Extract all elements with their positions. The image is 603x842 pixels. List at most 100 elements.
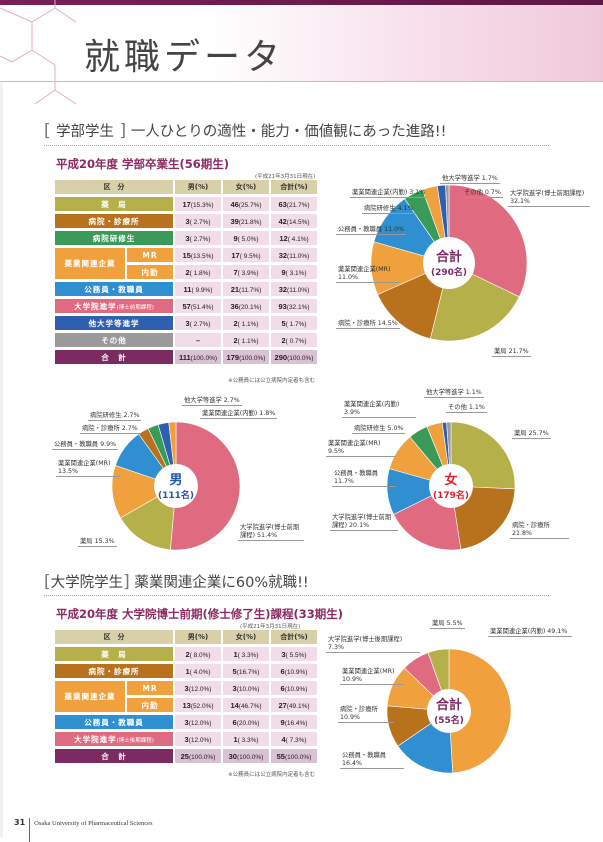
pie-slice-label: 大学院進学(博士後期課程) 7.3% — [326, 636, 420, 654]
count: 3 — [184, 734, 189, 744]
male-count: 3( 2.7%) — [175, 231, 221, 245]
table-row: 病院・診療所 1( 4.0%) 5(16.7%) 6(10.9%) — [55, 664, 317, 678]
female-count: 21(11.7%) — [223, 282, 269, 296]
count: 9 — [233, 233, 238, 243]
male-count: 15(13.5%) — [175, 248, 221, 262]
female-count: 6(20.0%) — [223, 715, 269, 729]
percent: ( 1.1%) — [237, 320, 259, 328]
pie-slice — [448, 648, 512, 774]
pie-slice-label: 他大学等進学 2.7% — [182, 397, 242, 407]
count: 3 — [185, 318, 190, 328]
count: 2 — [233, 335, 238, 345]
count: 6 — [280, 683, 285, 693]
female-count: 1( 3.3%) — [223, 732, 269, 746]
male-count: 2( 1.8%) — [175, 265, 221, 279]
category-label: 合 計 — [55, 350, 173, 364]
percent: ( 9.9%) — [191, 286, 213, 294]
category-label: 病院・診療所 — [55, 214, 173, 228]
count: 3 — [184, 683, 189, 693]
table-row: 内勤 13(52.0%) 14(46.7%) 27(49.1%) — [55, 698, 317, 712]
section-label: 大学院学生 — [50, 575, 124, 591]
count: 2 — [233, 318, 238, 328]
pie-slice-label: 公務員・教職員 11.7% — [332, 470, 396, 488]
category-name: 薬 局 — [101, 649, 127, 659]
category-name: その他 — [101, 335, 127, 345]
male-count: – — [175, 333, 221, 347]
pie-center-title: 女 — [444, 472, 457, 488]
pie-center-title: 合計 — [436, 249, 462, 265]
page-edge — [0, 82, 3, 838]
category-name: 病院・診療所 — [88, 666, 140, 676]
pie-slice-label: 薬業関連企業(MR) 9.5% — [326, 440, 396, 458]
male-count: 17(15.3%) — [175, 197, 221, 211]
pie-slice-label: 他大学等進学 1.1% — [424, 389, 484, 399]
count: 17 — [231, 250, 240, 260]
count: 11 — [183, 284, 192, 294]
grand-total: 290(100.0%) — [271, 350, 317, 364]
pie-slice-label: 大学院進学(博士前期課程) 20.1% — [330, 514, 398, 532]
molecule-decoration-icon — [0, 0, 77, 105]
category-name: 大学院進学 — [74, 301, 117, 311]
column-header: 区 分 — [55, 180, 173, 194]
female-count: 5(16.7%) — [223, 664, 269, 678]
total-count: 12( 4.1%) — [271, 231, 317, 245]
category-label: 大学院進学(博士後期課程) — [55, 732, 173, 746]
pie-center-hole — [427, 689, 471, 733]
percent: (25.7%) — [238, 201, 262, 209]
female-count: 17( 9.5%) — [223, 248, 269, 262]
category-note: (博士後期課程) — [116, 737, 154, 744]
percent: (10.9%) — [284, 685, 308, 693]
male-total: 25(100.0%) — [175, 749, 221, 763]
grad-employment-table: 区 分男(%) 女(%) 合計(%) 薬 局 2( 8.0%) 1( 3.3%) 3( 5.… — [53, 627, 319, 766]
pie-center-hole — [154, 464, 198, 508]
female-count: 9( 5.0%) — [223, 231, 269, 245]
table-row: 薬 局 17(15.3%) 46(25.7%) 63(21.7%) — [55, 197, 317, 211]
count: 39 — [230, 216, 239, 226]
percent: ( 4.0%) — [189, 668, 211, 676]
pie-slice-label: 公務員・教職員 11.0% — [336, 226, 407, 236]
total-count: 3( 5.5%) — [271, 647, 317, 661]
percent: ( 3.3%) — [237, 651, 259, 659]
pie-center-hole — [423, 237, 475, 289]
total-count: 2( 0.7%) — [271, 333, 317, 347]
male-count: 3(12.0%) — [175, 732, 221, 746]
count: 1 — [233, 734, 238, 744]
count: 30 — [228, 751, 237, 761]
category-name: 病院・診療所 — [88, 216, 140, 226]
percent: (46.7%) — [238, 702, 262, 710]
percent: ( 3.3%) — [237, 736, 259, 744]
grand-total: 55(100.0%) — [271, 749, 317, 763]
percent: (15.3%) — [190, 201, 214, 209]
subcategory-label: MR — [127, 681, 173, 695]
percent: ( 2.7%) — [189, 235, 211, 243]
count: 17 — [182, 199, 191, 209]
percent: (51.4%) — [190, 303, 214, 311]
section-divider — [44, 145, 549, 146]
pie-slice — [111, 465, 177, 519]
table-row: 大学院進学(博士後期課程) 3(12.0%) 1( 3.3%) 4( 7.3%) — [55, 732, 317, 746]
percent: (21.8%) — [238, 218, 262, 226]
header-band — [0, 5, 603, 81]
category-label: 病院・診療所 — [55, 664, 173, 678]
total-count: 9(16.4%) — [271, 715, 317, 729]
total-row: 合 計 25(100.0%) 30(100.0%) 55(100.0%) — [55, 749, 317, 763]
pie-slice-label: 薬業関連企業(MR) 11.0% — [336, 266, 400, 284]
percent: ( 7.3%) — [285, 736, 307, 744]
percent: ( 3.9%) — [237, 269, 259, 277]
section-headline: 一人ひとりの適性・能力・価値観にあった進路!! — [130, 124, 447, 140]
undergrad-section-title: [ 学部学生 ] 一人ひとりの適性・能力・価値観にあった進路!! — [44, 121, 447, 141]
header-row: 区 分男(%) 女(%) 合計(%) — [55, 180, 317, 194]
pie-slice-label: その他 0.7% — [462, 189, 503, 199]
pie-slice-label: 病院・診療所 21.8% — [510, 522, 569, 540]
pie-center-hole — [429, 464, 473, 508]
header-divider — [0, 81, 603, 82]
grad-section-title: [大学院学生] 薬業関連企業に60%就職!! — [44, 572, 309, 592]
table-row: 薬業関連企業 MR 3(12.0%) 3(10.0%) 6(10.9%) — [55, 681, 317, 712]
male-count: 3(12.0%) — [175, 715, 221, 729]
count: 3 — [185, 233, 190, 243]
percent: (16.7%) — [236, 668, 260, 676]
percent: (100.0%) — [236, 753, 264, 761]
pie-slice-label: 薬局 21.7% — [492, 348, 531, 358]
table-title: 平成20年度 大学院博士前期(修士修了生)課程(33期生) — [56, 607, 344, 621]
male-count: 57(51.4%) — [175, 299, 221, 313]
